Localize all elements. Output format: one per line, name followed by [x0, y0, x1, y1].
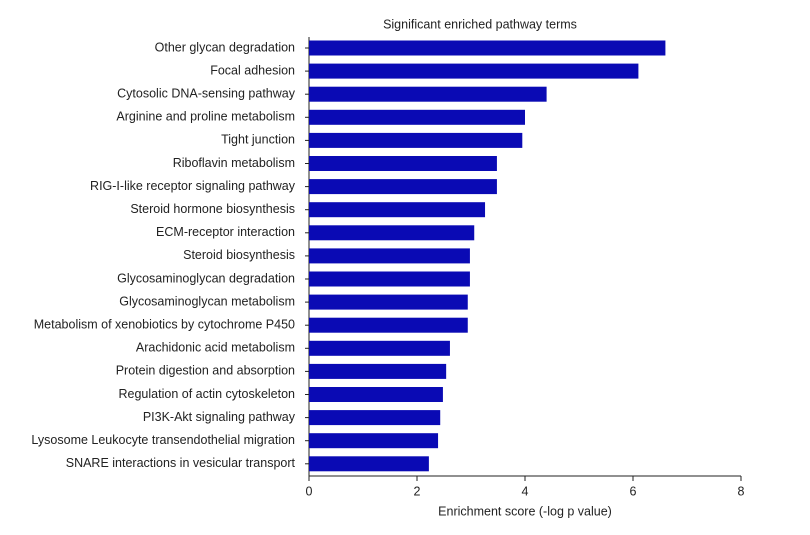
y-tick-label: Arachidonic acid metabolism [136, 341, 295, 355]
y-tick-label: Regulation of actin cytoskeleton [119, 387, 296, 401]
y-tick-label: Steroid hormone biosynthesis [130, 202, 295, 216]
x-tick-label: 0 [306, 484, 313, 498]
bar [309, 132, 523, 148]
y-tick-label: PI3K-Akt signaling pathway [143, 410, 296, 424]
x-tick-label: 4 [522, 484, 529, 498]
bar [309, 40, 666, 56]
bar [309, 294, 468, 310]
bar [309, 387, 443, 402]
bar [309, 456, 429, 472]
y-tick-label: Other glycan degradation [155, 40, 295, 54]
y-tick-label: Riboflavin metabolism [173, 156, 295, 170]
chart-title: Significant enriched pathway terms [383, 17, 577, 31]
x-tick-label: 8 [738, 484, 745, 498]
y-tick-label: Steroid biosynthesis [183, 248, 295, 262]
y-tick-label: Focal adhesion [210, 63, 295, 77]
bar [309, 179, 497, 195]
bar [309, 317, 468, 333]
y-tick-label: ECM-receptor interaction [156, 225, 295, 239]
bar [309, 225, 475, 241]
bar [309, 363, 447, 379]
y-tick-label: SNARE interactions in vesicular transpor… [66, 456, 296, 470]
bar [309, 433, 439, 449]
bar [309, 109, 525, 125]
x-axis-label: Enrichment score (-log p value) [438, 504, 612, 518]
y-tick-label: Glycosaminoglycan degradation [117, 271, 295, 285]
y-tick-label: Tight junction [221, 133, 295, 147]
y-tick-label: Glycosaminoglycan metabolism [119, 294, 295, 308]
y-tick-label: Metabolism of xenobiotics by cytochrome … [34, 317, 295, 331]
y-tick-label: Lysosome Leukocyte transendothelial migr… [31, 433, 295, 447]
y-tick-label: RIG-I-like receptor signaling pathway [90, 179, 296, 193]
y-tick-label: Cytosolic DNA-sensing pathway [117, 86, 296, 100]
x-tick-label: 2 [414, 484, 421, 498]
y-tick-label: Protein digestion and absorption [116, 364, 295, 378]
bar [309, 202, 486, 218]
bar [309, 156, 497, 171]
bar [309, 86, 547, 102]
x-tick-label: 6 [630, 484, 637, 498]
bar [309, 271, 470, 287]
bar [309, 340, 450, 356]
bar [309, 248, 470, 264]
bar [309, 63, 639, 79]
y-tick-label: Arginine and proline metabolism [116, 110, 295, 124]
bar [309, 410, 441, 426]
